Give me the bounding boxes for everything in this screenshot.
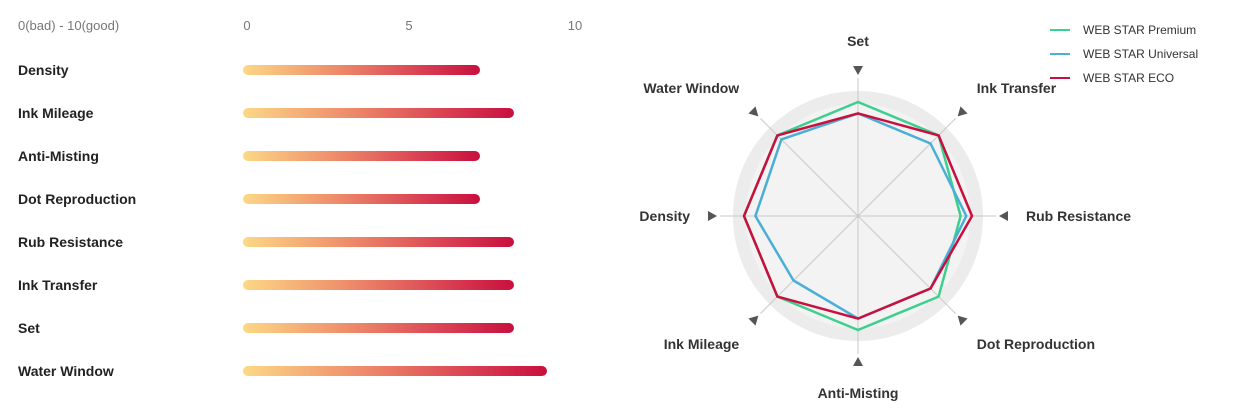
radar-axis-label: Density — [639, 208, 690, 224]
bar — [243, 194, 481, 204]
legend-swatch — [1050, 29, 1070, 31]
bar-category-label: Ink Mileage — [18, 105, 94, 121]
radar-chart: Set Ink Transfer Rub Resistance Dot Reprodu… — [639, 33, 1131, 401]
bar — [243, 108, 514, 118]
bar-category-label: Water Window — [18, 363, 114, 379]
bar-row: Dot Reproduction — [0, 189, 620, 209]
axis-arrow-icon — [957, 315, 968, 326]
legend-swatch — [1050, 77, 1070, 79]
bar-row: Water Window — [0, 361, 620, 381]
bar — [243, 280, 514, 290]
bar-category-label: Set — [18, 320, 40, 336]
bar — [243, 323, 514, 333]
radar-axis-label: Dot Reproduction — [977, 336, 1095, 352]
axis-arrow-icon — [708, 211, 717, 221]
axis-arrow-icon — [853, 66, 863, 75]
bar-category-label: Anti-Misting — [18, 148, 99, 164]
bar-row: Set — [0, 318, 620, 338]
radar-axis-label: Anti-Misting — [818, 385, 899, 401]
bar-row: Anti-Misting — [0, 146, 620, 166]
legend-label: WEB STAR ECO — [1083, 71, 1175, 85]
bar-row: Density — [0, 60, 620, 80]
x-tick-label: 5 — [405, 18, 413, 33]
axis-arrow-icon — [957, 106, 968, 117]
legend-swatch — [1050, 53, 1070, 55]
legend-label: WEB STAR Premium — [1083, 23, 1197, 37]
bar — [243, 151, 481, 161]
bar — [243, 237, 514, 247]
bar — [243, 366, 548, 376]
bar-category-label: Density — [18, 62, 69, 78]
axis-arrow-icon — [999, 211, 1008, 221]
bar-chart-panel: 0(bad) - 10(good) 0 5 10 Density Ink Mile… — [0, 0, 620, 415]
radar-axis-label: Ink Mileage — [664, 336, 740, 352]
bar-category-label: Ink Transfer — [18, 277, 98, 293]
axis-arrow-icon — [748, 315, 759, 326]
bar-row: Ink Transfer — [0, 275, 620, 295]
radar-axis-label: Rub Resistance — [1026, 208, 1131, 224]
bar-category-label: Rub Resistance — [18, 234, 124, 250]
x-tick-label: 0 — [243, 18, 251, 33]
bar-row: Ink Mileage — [0, 103, 620, 123]
radar-series-line — [742, 112, 974, 320]
legend-label: WEB STAR Universal — [1083, 47, 1199, 61]
bar-category-label: Dot Reproduction — [18, 191, 137, 207]
x-tick-label: 10 — [567, 18, 583, 33]
bar — [243, 65, 481, 75]
bar-row: Rub Resistance — [0, 232, 620, 252]
radar-axis-label: Set — [847, 33, 869, 49]
axis-arrow-icon — [748, 106, 759, 117]
scale-caption: 0(bad) - 10(good) — [18, 18, 120, 33]
radar-axis-label: Ink Transfer — [977, 80, 1057, 96]
radar-axis-label: Water Window — [643, 80, 739, 96]
axis-arrow-icon — [853, 357, 863, 366]
